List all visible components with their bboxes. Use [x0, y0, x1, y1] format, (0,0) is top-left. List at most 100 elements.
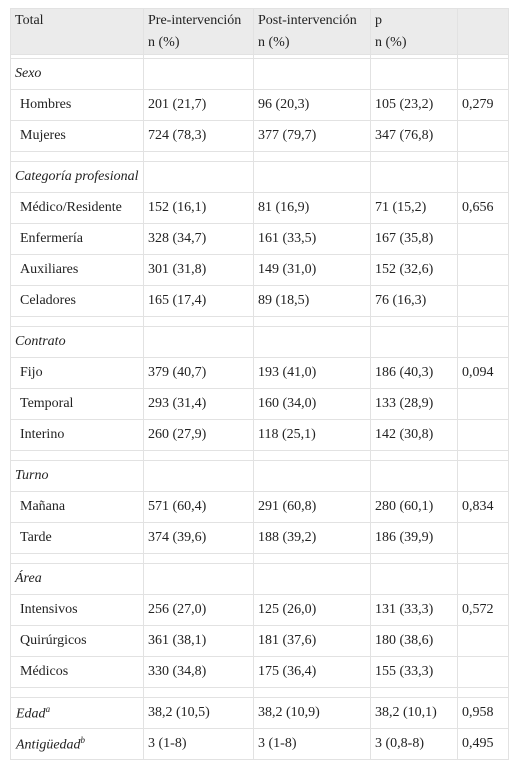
value: 133 (28,9): [375, 396, 434, 411]
value: 193 (41,0): [258, 365, 317, 380]
data-row: Hombres 201 (21,7) 96 (20,3) 105 (23,2) 0,27…: [10, 89, 509, 121]
data-row: Fijo 379 (40,7) 193 (41,0) 186 (40,3) 0,094: [10, 357, 509, 389]
value: 0,495: [462, 736, 494, 751]
cell: [457, 388, 509, 420]
cell: 3 (1-8): [253, 728, 371, 760]
cell: 186 (39,9): [370, 522, 458, 554]
value: 571 (60,4): [148, 499, 207, 514]
value: 118 (25,1): [258, 427, 316, 442]
cell: [253, 553, 371, 564]
cell: Edada: [10, 697, 144, 729]
footnote-mark: a: [45, 703, 51, 714]
value: 180 (38,6): [375, 633, 434, 648]
cell: [457, 563, 509, 595]
row-label: Mañana: [20, 499, 66, 514]
cell: [457, 254, 509, 286]
value: 0,656: [462, 200, 494, 215]
data-row: Enfermería 328 (34,7) 161 (33,5) 167 (35,8): [10, 223, 509, 255]
section-row: Categoría profesional: [10, 161, 509, 193]
section-title: Categoría profesional: [15, 169, 139, 184]
cell: Antigüedadb: [10, 728, 144, 760]
row-label: Interino: [20, 427, 65, 442]
cell: [457, 419, 509, 451]
value: 201 (21,7): [148, 97, 207, 112]
cell: 328 (34,7): [143, 223, 254, 255]
cell: 3 (1-8): [143, 728, 254, 760]
cell: [370, 326, 458, 358]
header-title: p: [375, 13, 382, 28]
value: 3 (1-8): [148, 736, 187, 751]
spacer-row: [10, 687, 509, 698]
cell: 71 (15,2): [370, 192, 458, 224]
value: 260 (27,9): [148, 427, 207, 442]
value: 188 (39,2): [258, 530, 317, 545]
value: 379 (40,7): [148, 365, 207, 380]
cell: [253, 450, 371, 461]
cell: 201 (21,7): [143, 89, 254, 121]
header-title: Total: [15, 13, 44, 28]
cell: [143, 563, 254, 595]
cell: 38,2 (10,5): [143, 697, 254, 729]
cell: 81 (16,9): [253, 192, 371, 224]
data-row: Auxiliares 301 (31,8) 149 (31,0) 152 (32,6): [10, 254, 509, 286]
cell: [143, 687, 254, 698]
row-label: Temporal: [20, 396, 74, 411]
header-cell: [457, 8, 509, 55]
header-row: Total Pre-intervención n (%) Post-intervenc…: [10, 8, 509, 55]
section-title: Turno: [15, 468, 49, 483]
cell: [370, 316, 458, 327]
cell: [370, 151, 458, 162]
cell: [370, 58, 458, 90]
cell: Auxiliares: [10, 254, 144, 286]
cell: 301 (31,8): [143, 254, 254, 286]
value: 0,572: [462, 602, 494, 617]
value: 330 (34,8): [148, 664, 207, 679]
value: 181 (37,6): [258, 633, 317, 648]
cell: 379 (40,7): [143, 357, 254, 389]
value: 186 (40,3): [375, 365, 434, 380]
cell: 260 (27,9): [143, 419, 254, 451]
cell: Médicos: [10, 656, 144, 688]
cell: Enfermería: [10, 223, 144, 255]
header-title: Post-intervención: [258, 13, 357, 28]
summary-row: Edada 38,2 (10,5) 38,2 (10,9) 38,2 (10,1) 0,…: [10, 697, 509, 729]
cell: 374 (39,6): [143, 522, 254, 554]
row-label: Quirúrgicos: [20, 633, 87, 648]
cell: [370, 450, 458, 461]
cell: Temporal: [10, 388, 144, 420]
value: 256 (27,0): [148, 602, 207, 617]
cell: 377 (79,7): [253, 120, 371, 152]
cell: 0,279: [457, 89, 509, 121]
cell: 181 (37,6): [253, 625, 371, 657]
section-row: Contrato: [10, 326, 509, 358]
cell: [10, 553, 144, 564]
cell: [457, 625, 509, 657]
cell: Tarde: [10, 522, 144, 554]
value: 374 (39,6): [148, 530, 207, 545]
cell: [10, 316, 144, 327]
data-row: Mañana 571 (60,4) 291 (60,8) 280 (60,1) 0,83…: [10, 491, 509, 523]
cell: [457, 522, 509, 554]
cell: 96 (20,3): [253, 89, 371, 121]
cell: 175 (36,4): [253, 656, 371, 688]
value: 347 (76,8): [375, 128, 434, 143]
value: 377 (79,7): [258, 128, 317, 143]
value: 0,834: [462, 499, 494, 514]
header-title: Pre-intervención: [148, 13, 242, 28]
cell: Contrato: [10, 326, 144, 358]
section-title: Contrato: [15, 334, 66, 349]
value: 89 (18,5): [258, 293, 310, 308]
cell: 152 (16,1): [143, 192, 254, 224]
cell: [143, 316, 254, 327]
spacer-row: [10, 450, 509, 461]
cell: [370, 553, 458, 564]
cell: [457, 687, 509, 698]
cell: [457, 460, 509, 492]
cell: [253, 316, 371, 327]
cell: [143, 58, 254, 90]
row-label: Médico/Residente: [20, 200, 122, 215]
cell: 0,834: [457, 491, 509, 523]
cell: 724 (78,3): [143, 120, 254, 152]
cell: [253, 687, 371, 698]
cell: Hombres: [10, 89, 144, 121]
